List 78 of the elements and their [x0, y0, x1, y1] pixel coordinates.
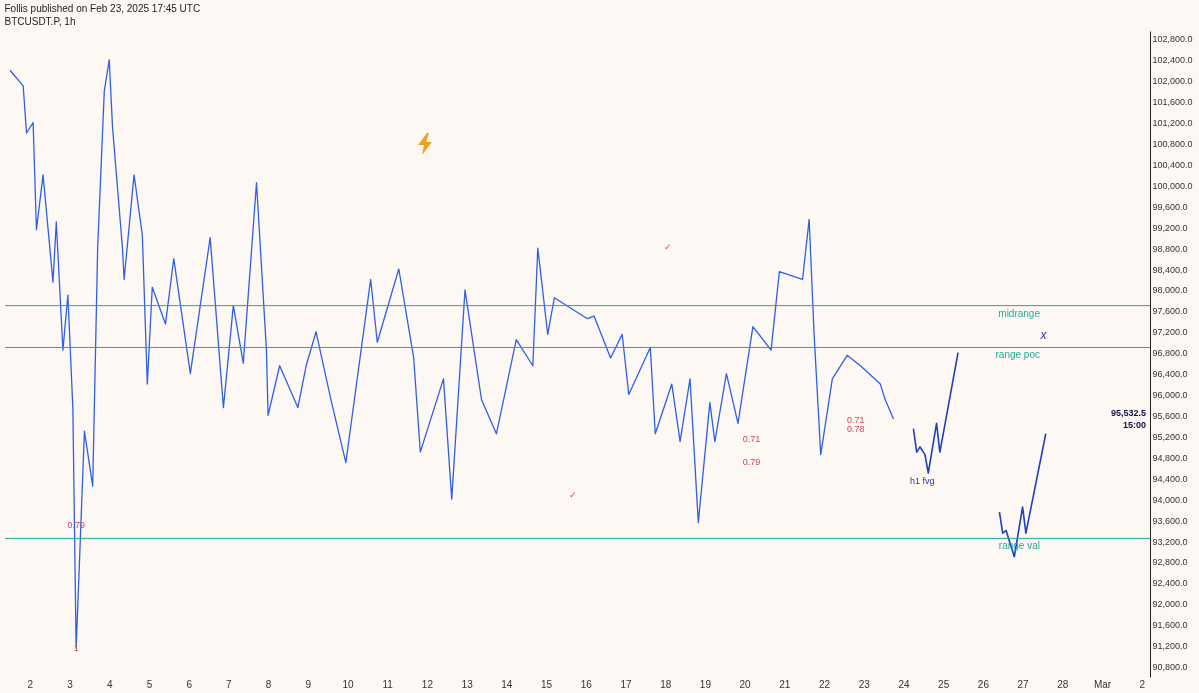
x-tick-label: 23 [858, 678, 871, 690]
x-tick-label: 15 [541, 678, 553, 690]
x-tick-label: 24 [898, 678, 910, 690]
y-tick-label: 92,800.0 [1152, 557, 1188, 568]
x-tick-label: 26 [977, 678, 990, 690]
x-tick-label: 4 [106, 678, 113, 690]
y-tick-label: 102,800.0 [1152, 34, 1193, 45]
annotation: ✓ [568, 490, 577, 501]
annotation: 15:00 [1122, 419, 1146, 430]
y-tick-label: 94,000.0 [1152, 494, 1188, 505]
y-tick-label: 95,600.0 [1152, 410, 1188, 421]
y-tick-label: 92,400.0 [1152, 578, 1188, 589]
annotation: h1 fvg [909, 475, 935, 486]
annotation: 1 [73, 643, 79, 654]
y-tick-label: 101,600.0 [1152, 97, 1193, 108]
x-tick-label: 11 [382, 678, 394, 690]
x-tick-label: 17 [620, 678, 632, 690]
line-series [998, 432, 1047, 558]
chart-subtitle: BTCUSDT.P, 1h [4, 16, 76, 27]
annotation: ✓ [663, 242, 672, 253]
y-tick-label: 99,600.0 [1152, 201, 1188, 212]
x-tick-label: 25 [938, 678, 950, 690]
x-tick-label: 14 [501, 678, 513, 690]
x-tick-label: 19 [699, 678, 712, 690]
x-tick-label: 20 [739, 678, 752, 690]
x-tick-label: 16 [580, 678, 593, 690]
y-tick-label: 101,200.0 [1152, 118, 1193, 129]
x-tick-label: 12 [421, 678, 434, 690]
y-tick-label: 98,400.0 [1152, 264, 1188, 275]
y-tick-label: 91,600.0 [1152, 620, 1188, 631]
y-tick-label: 98,800.0 [1152, 243, 1188, 254]
x-tick-label: 7 [226, 678, 233, 690]
annotation: x [1039, 327, 1048, 342]
x-tick-label: 2 [1139, 678, 1146, 690]
x-tick-label: 8 [265, 678, 272, 690]
chart-title: Follis published on Feb 23, 2025 17:45 UTC [4, 3, 201, 14]
x-tick-label: 28 [1057, 678, 1069, 690]
y-tick-label: 100,000.0 [1152, 180, 1193, 191]
y-tick-label: 93,200.0 [1152, 536, 1188, 547]
y-tick-label: 102,000.0 [1152, 76, 1193, 87]
x-tick-label: 10 [342, 678, 355, 690]
y-tick-label: 96,800.0 [1152, 348, 1188, 359]
y-tick-label: 91,200.0 [1152, 641, 1188, 652]
annotation: 0.79 [742, 456, 761, 467]
y-tick-label: 94,400.0 [1152, 473, 1188, 484]
annotation: 0.78 [846, 423, 865, 434]
ref-line-label: range poc [995, 349, 1040, 361]
y-tick-label: 95,200.0 [1152, 431, 1188, 442]
line-series [912, 351, 959, 474]
y-tick-label: 100,800.0 [1152, 138, 1193, 149]
ref-line-label: midrange [998, 307, 1041, 319]
x-tick-label: 5 [146, 678, 153, 690]
annotation: 95,532.5 [1110, 407, 1146, 418]
y-tick-label: 90,800.0 [1152, 662, 1188, 673]
y-tick-label: 92,000.0 [1152, 599, 1188, 610]
x-tick-label: 9 [305, 678, 312, 690]
x-tick-label: 22 [818, 678, 831, 690]
y-tick-label: 99,200.0 [1152, 222, 1188, 233]
x-tick-label: 3 [67, 678, 74, 690]
y-tick-label: 100,400.0 [1152, 159, 1193, 170]
x-tick-label: 13 [461, 678, 474, 690]
x-tick-label: 2 [27, 678, 34, 690]
y-tick-label: 97,600.0 [1152, 306, 1188, 317]
x-tick-label: 6 [186, 678, 193, 690]
y-tick-label: 96,400.0 [1152, 369, 1188, 380]
y-tick-label: 97,200.0 [1152, 327, 1188, 338]
y-tick-label: 96,000.0 [1152, 390, 1188, 401]
line-series [9, 59, 895, 649]
y-tick-label: 93,600.0 [1152, 515, 1188, 526]
x-tick-label: Mar [1093, 678, 1112, 690]
x-tick-label: 21 [779, 678, 791, 690]
y-tick-label: 102,400.0 [1152, 55, 1193, 66]
x-tick-label: 18 [660, 678, 672, 690]
x-tick-label: 27 [1017, 678, 1030, 690]
y-tick-label: 94,800.0 [1152, 452, 1188, 463]
annotation: 0.71 [846, 414, 865, 425]
annotation: 0.71 [742, 433, 761, 444]
y-tick-label: 98,000.0 [1152, 285, 1188, 296]
